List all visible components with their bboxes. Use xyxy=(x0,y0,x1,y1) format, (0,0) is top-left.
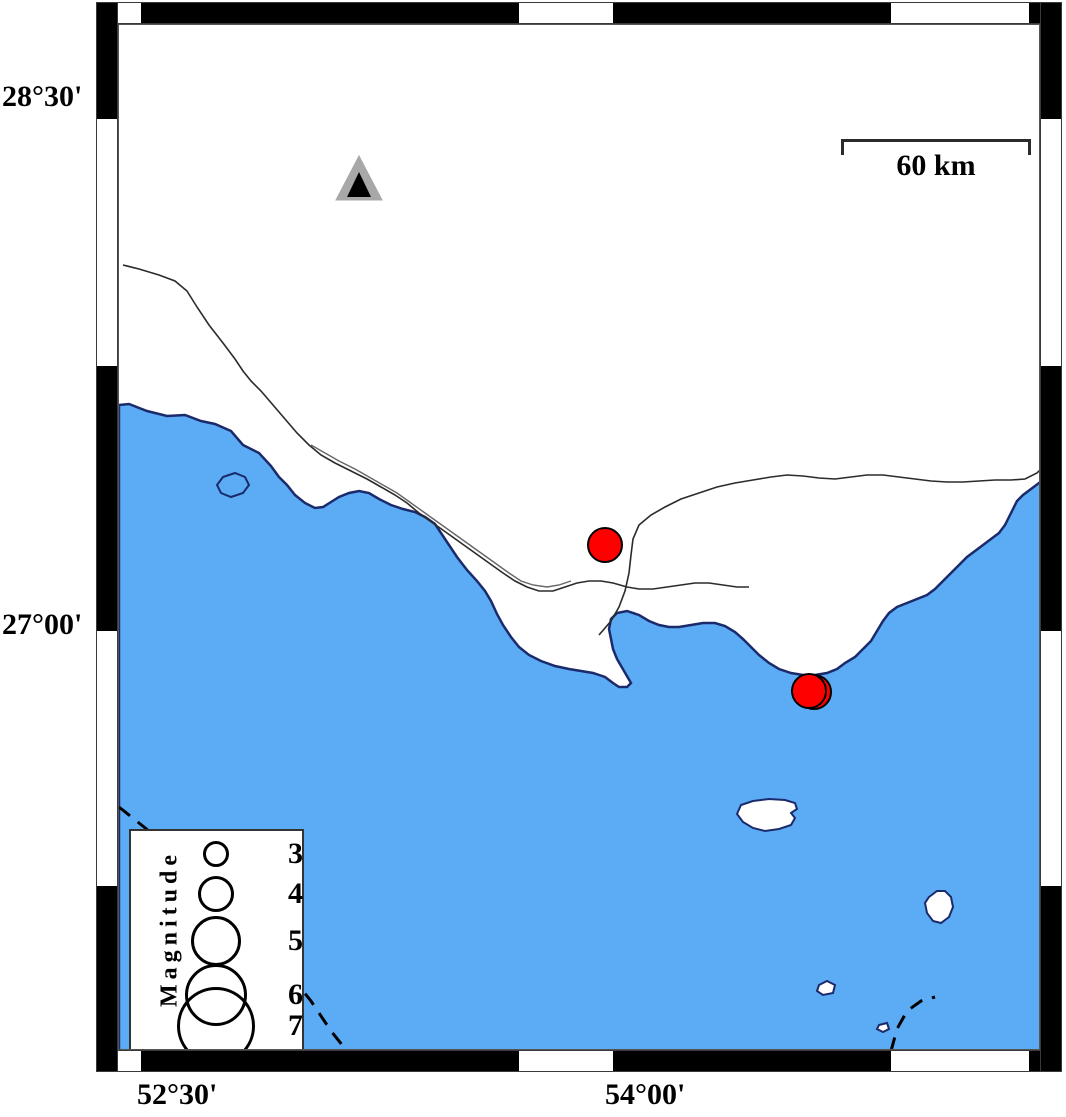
epicenter-marker-2[interactable] xyxy=(791,673,832,710)
legend-circle-mag-4 xyxy=(198,876,234,912)
epicenter-marker-1[interactable] xyxy=(587,527,623,563)
legend-item-mag-5: 5 xyxy=(187,915,307,967)
frame-tick xyxy=(97,366,117,631)
frame-tick xyxy=(1041,886,1061,1071)
legend-circle-mag-3 xyxy=(203,841,229,867)
map-plot-area[interactable]: 60 km Magnitude 3 4 5 xyxy=(118,24,1040,1050)
legend-item-mag-3: 3 xyxy=(187,837,307,871)
longitude-tick-label-54-00: 54°00' xyxy=(605,1078,686,1111)
epicenter-circle[interactable] xyxy=(791,673,827,709)
frame-tick xyxy=(97,3,117,119)
legend-label-mag-4: 4 xyxy=(288,877,303,910)
frame-tick xyxy=(97,886,117,1071)
bay-inlet xyxy=(215,471,251,499)
magnitude-legend: Magnitude 3 4 5 xyxy=(129,829,307,1049)
frame-band-bottom xyxy=(96,1050,1062,1072)
frame-band-top xyxy=(96,2,1062,24)
province-border-secondary xyxy=(310,444,572,588)
frame-tick xyxy=(141,1051,519,1071)
scale-bar: 60 km xyxy=(841,121,1031,187)
map-frame: 60 km Magnitude 3 4 5 xyxy=(96,2,1062,1072)
frame-tick xyxy=(1041,366,1061,631)
island-tiny-low-center xyxy=(875,1021,891,1034)
frame-tick xyxy=(141,3,519,23)
frame-tick xyxy=(613,3,891,23)
station-marker-group[interactable] xyxy=(335,154,383,201)
longitude-tick-label-52-30: 52°30' xyxy=(137,1078,218,1111)
island-tiny-lower-left xyxy=(815,979,837,997)
province-border-west xyxy=(122,264,749,592)
latitude-tick-label-28-30: 28°30' xyxy=(2,80,83,113)
scale-bar-label: 60 km xyxy=(896,149,976,182)
station-triangle-inner xyxy=(347,172,371,197)
legend-label-mag-3: 3 xyxy=(288,837,303,870)
latitude-tick-label-27-00: 27°00' xyxy=(2,608,83,641)
legend-title: Magnitude xyxy=(156,850,183,1008)
frame-tick xyxy=(613,1051,891,1071)
epicenter-circle[interactable] xyxy=(587,527,623,563)
frame-band-left xyxy=(96,2,118,1072)
island-large-west xyxy=(735,797,799,833)
legend-label-mag-6: 6 xyxy=(288,978,303,1011)
frame-tick xyxy=(1041,3,1061,119)
legend-circle-mag-7 xyxy=(177,987,255,1049)
legend-circle-mag-5 xyxy=(191,916,241,966)
sea-polygon xyxy=(119,402,1039,1049)
scale-bar-bracket xyxy=(841,139,1031,155)
legend-item-mag-7: 7 xyxy=(177,987,307,1049)
legend-item-mag-4: 4 xyxy=(187,873,307,915)
island-small-center xyxy=(923,890,955,925)
legend-label-mag-5: 5 xyxy=(288,924,303,957)
frame-band-right xyxy=(1040,2,1062,1072)
legend-rows: 3 4 5 6 xyxy=(177,831,307,1049)
legend-label-mag-7: 7 xyxy=(288,1009,303,1042)
province-border-northeast xyxy=(598,469,1039,636)
